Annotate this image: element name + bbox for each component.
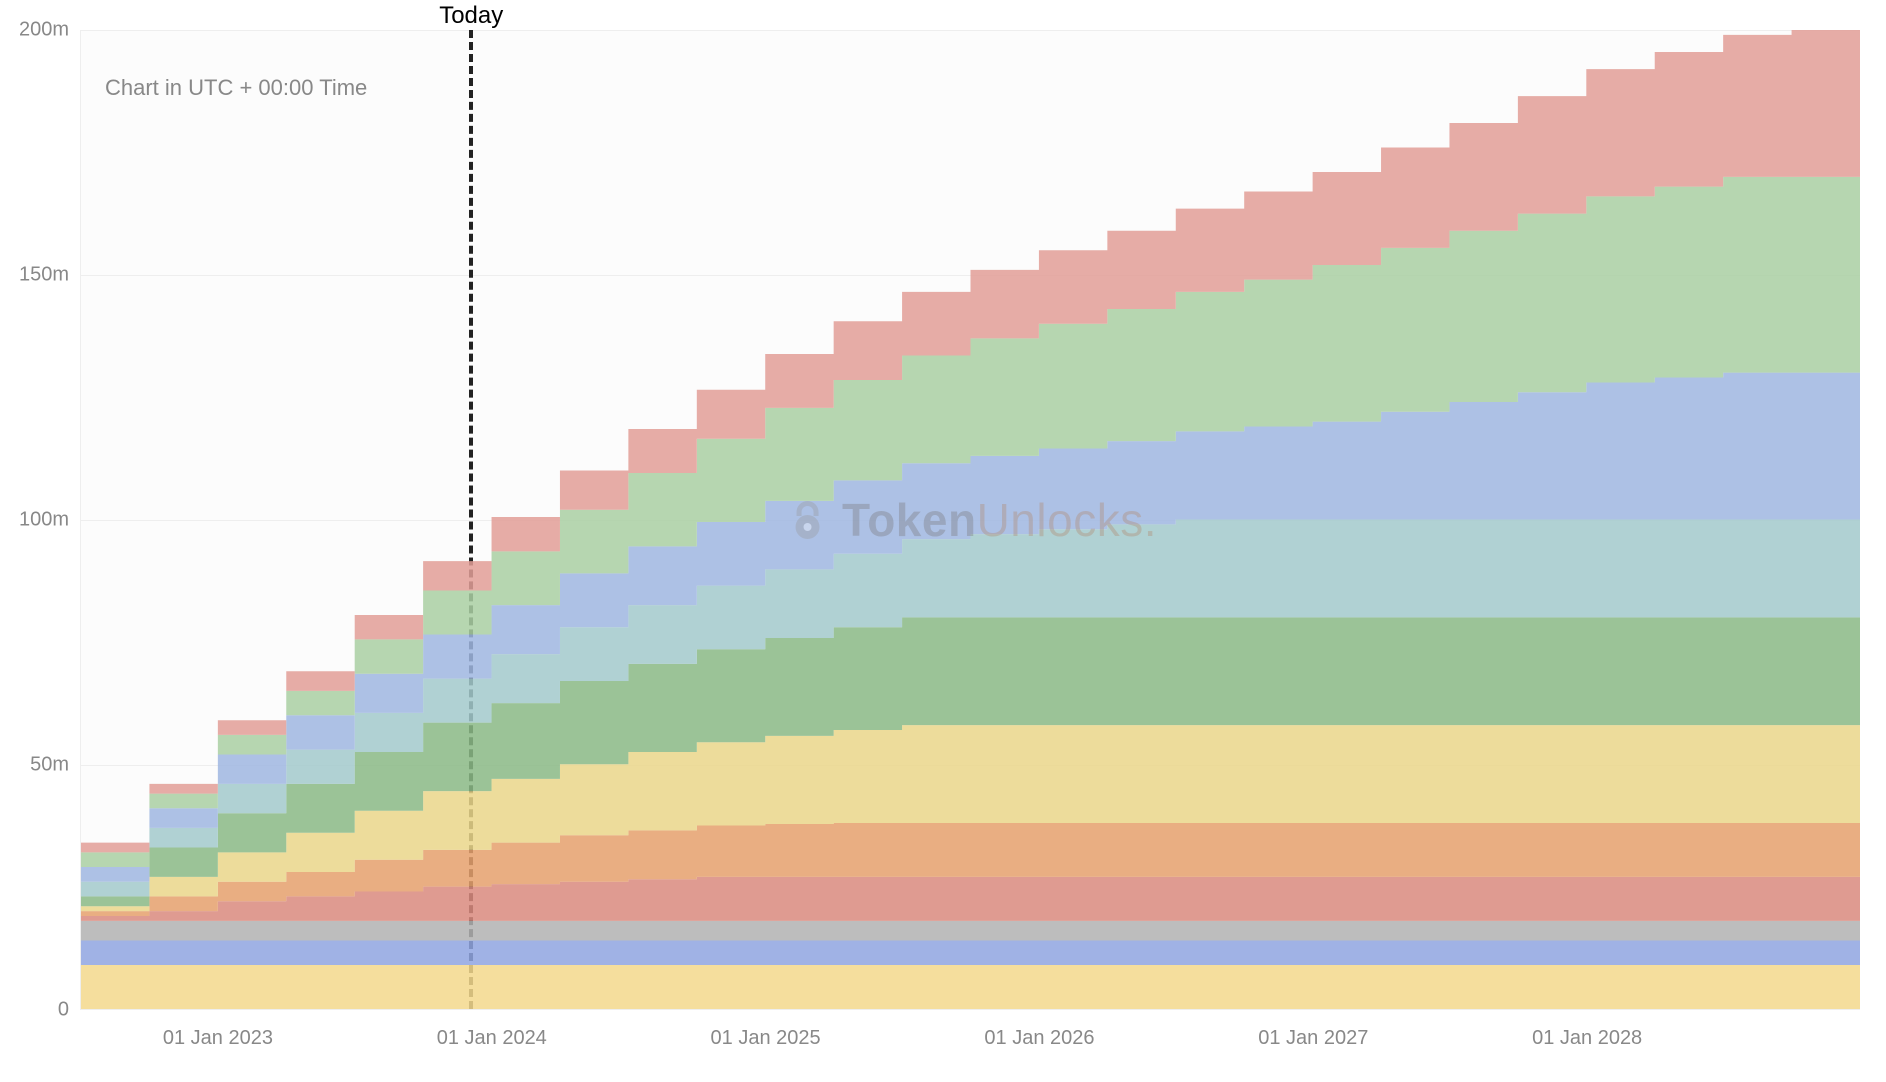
x-axis-label: 01 Jan 2026 [984, 1027, 1094, 1050]
series-s2 [81, 921, 1860, 941]
x-axis-label: 01 Jan 2024 [437, 1027, 547, 1050]
chart-plot-area: TokenUnlocks. Chart in UTC + 00:00 Time … [80, 30, 1860, 1010]
series-s0 [81, 965, 1860, 1009]
x-axis-label: 01 Jan 2027 [1258, 1027, 1368, 1050]
today-label: Today [439, 2, 503, 30]
stacked-area-svg [81, 30, 1860, 1009]
series-s1 [81, 940, 1860, 964]
x-axis-label: 01 Jan 2025 [711, 1027, 821, 1050]
y-axis-label: 0 [58, 999, 69, 1022]
y-axis-label: 200m [19, 19, 69, 42]
y-axis-label: 150m [19, 264, 69, 287]
x-axis-label: 01 Jan 2028 [1532, 1027, 1642, 1050]
x-axis-label: 01 Jan 2023 [163, 1027, 273, 1050]
y-axis-label: 100m [19, 509, 69, 532]
y-axis-label: 50m [30, 754, 69, 777]
